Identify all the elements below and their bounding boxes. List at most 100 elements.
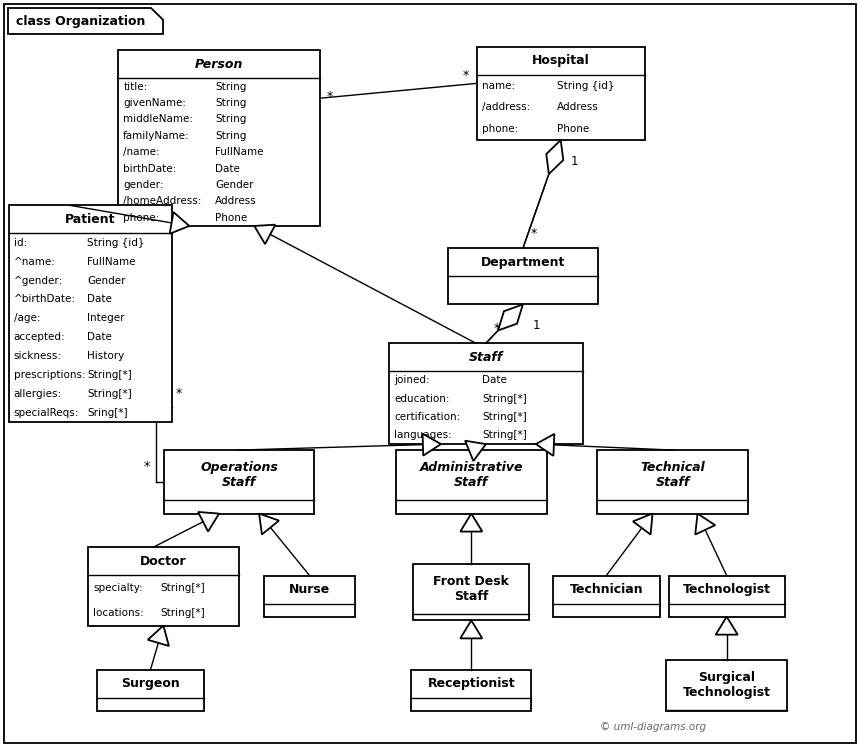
- Polygon shape: [633, 514, 653, 535]
- Text: String: String: [215, 131, 247, 140]
- Text: title:: title:: [123, 81, 148, 92]
- Text: Integer: Integer: [87, 313, 125, 323]
- Text: Patient: Patient: [65, 213, 115, 226]
- Bar: [552, 575, 660, 617]
- Polygon shape: [536, 434, 555, 456]
- Text: Date: Date: [87, 332, 112, 342]
- Bar: [265, 575, 354, 617]
- Text: specialReqs:: specialReqs:: [14, 408, 79, 418]
- Text: ^name:: ^name:: [14, 257, 56, 267]
- Polygon shape: [716, 617, 738, 635]
- Text: Receptionist: Receptionist: [427, 678, 515, 690]
- Bar: [476, 46, 645, 140]
- Text: Technologist: Technologist: [683, 583, 771, 596]
- Text: familyName:: familyName:: [123, 131, 190, 140]
- Polygon shape: [695, 514, 716, 535]
- Text: id:: id:: [14, 238, 27, 248]
- Bar: [396, 450, 547, 514]
- Text: Person: Person: [195, 58, 243, 71]
- Text: /address:: /address:: [482, 102, 530, 112]
- Text: Phone: Phone: [215, 213, 248, 223]
- Text: /homeAddress:: /homeAddress:: [123, 196, 201, 206]
- Text: String: String: [215, 114, 247, 125]
- Text: Gender: Gender: [215, 180, 254, 190]
- Polygon shape: [465, 441, 486, 461]
- Text: birthDate:: birthDate:: [123, 164, 176, 173]
- Text: sickness:: sickness:: [14, 351, 62, 361]
- Text: name:: name:: [482, 81, 515, 90]
- Text: *: *: [326, 90, 333, 102]
- Text: String[*]: String[*]: [87, 388, 132, 399]
- Text: Sring[*]: Sring[*]: [87, 408, 127, 418]
- Text: Administrative
Staff: Administrative Staff: [420, 461, 523, 489]
- Polygon shape: [460, 514, 482, 532]
- Polygon shape: [8, 8, 163, 34]
- Text: String {id}: String {id}: [87, 238, 144, 248]
- Text: Front Desk
Staff: Front Desk Staff: [433, 575, 509, 604]
- Polygon shape: [198, 512, 219, 532]
- Text: © uml-diagrams.org: © uml-diagrams.org: [600, 722, 706, 732]
- Bar: [447, 248, 599, 305]
- Text: Date: Date: [482, 375, 507, 385]
- Polygon shape: [169, 212, 189, 234]
- Bar: [411, 670, 531, 711]
- Text: joined:: joined:: [394, 375, 430, 385]
- Text: String[*]: String[*]: [482, 394, 527, 403]
- Text: 1: 1: [533, 320, 540, 332]
- Text: accepted:: accepted:: [14, 332, 65, 342]
- Text: Technical
Staff: Technical Staff: [640, 461, 705, 489]
- Text: Hospital: Hospital: [531, 55, 590, 67]
- Bar: [119, 51, 320, 226]
- Text: String: String: [215, 98, 247, 108]
- Text: *: *: [176, 387, 182, 400]
- Text: phone:: phone:: [482, 124, 518, 134]
- Text: Gender: Gender: [87, 276, 126, 285]
- Polygon shape: [422, 433, 441, 456]
- Text: *: *: [144, 460, 150, 473]
- Text: Date: Date: [87, 294, 112, 305]
- Text: specialty:: specialty:: [93, 583, 143, 593]
- Text: Technician: Technician: [569, 583, 643, 596]
- Text: Address: Address: [215, 196, 257, 206]
- Text: /age:: /age:: [14, 313, 40, 323]
- Text: Phone: Phone: [557, 124, 590, 134]
- Text: locations:: locations:: [93, 608, 144, 618]
- Text: *: *: [531, 227, 538, 241]
- Bar: [96, 670, 205, 711]
- Text: allergies:: allergies:: [14, 388, 62, 399]
- Bar: [163, 450, 315, 514]
- Polygon shape: [148, 625, 169, 646]
- Text: History: History: [87, 351, 125, 361]
- Text: Address: Address: [557, 102, 599, 112]
- Bar: [414, 565, 530, 620]
- Text: Operations
Staff: Operations Staff: [200, 461, 278, 489]
- Text: /name:: /name:: [123, 147, 160, 157]
- Text: Date: Date: [215, 164, 240, 173]
- Bar: [597, 450, 747, 514]
- Text: education:: education:: [394, 394, 450, 403]
- Text: FullName: FullName: [87, 257, 136, 267]
- Text: String: String: [215, 81, 247, 92]
- Text: Doctor: Doctor: [140, 555, 187, 568]
- Text: middleName:: middleName:: [123, 114, 194, 125]
- Text: prescriptions:: prescriptions:: [14, 370, 85, 380]
- Polygon shape: [546, 140, 563, 174]
- Polygon shape: [498, 305, 523, 330]
- Text: FullName: FullName: [215, 147, 264, 157]
- Text: givenName:: givenName:: [123, 98, 187, 108]
- Bar: [666, 660, 787, 711]
- Text: String[*]: String[*]: [482, 412, 527, 422]
- Text: certification:: certification:: [394, 412, 460, 422]
- Polygon shape: [460, 620, 482, 639]
- Text: Staff: Staff: [469, 351, 503, 364]
- Text: Nurse: Nurse: [289, 583, 330, 596]
- Text: Surgical
Technologist: Surgical Technologist: [683, 672, 771, 699]
- Polygon shape: [259, 514, 279, 534]
- Text: languages:: languages:: [394, 430, 452, 440]
- Text: ^gender:: ^gender:: [14, 276, 63, 285]
- Bar: [89, 547, 239, 625]
- Text: String[*]: String[*]: [87, 370, 132, 380]
- Bar: [389, 344, 583, 444]
- Text: phone:: phone:: [123, 213, 159, 223]
- Text: class Organization: class Organization: [16, 14, 145, 28]
